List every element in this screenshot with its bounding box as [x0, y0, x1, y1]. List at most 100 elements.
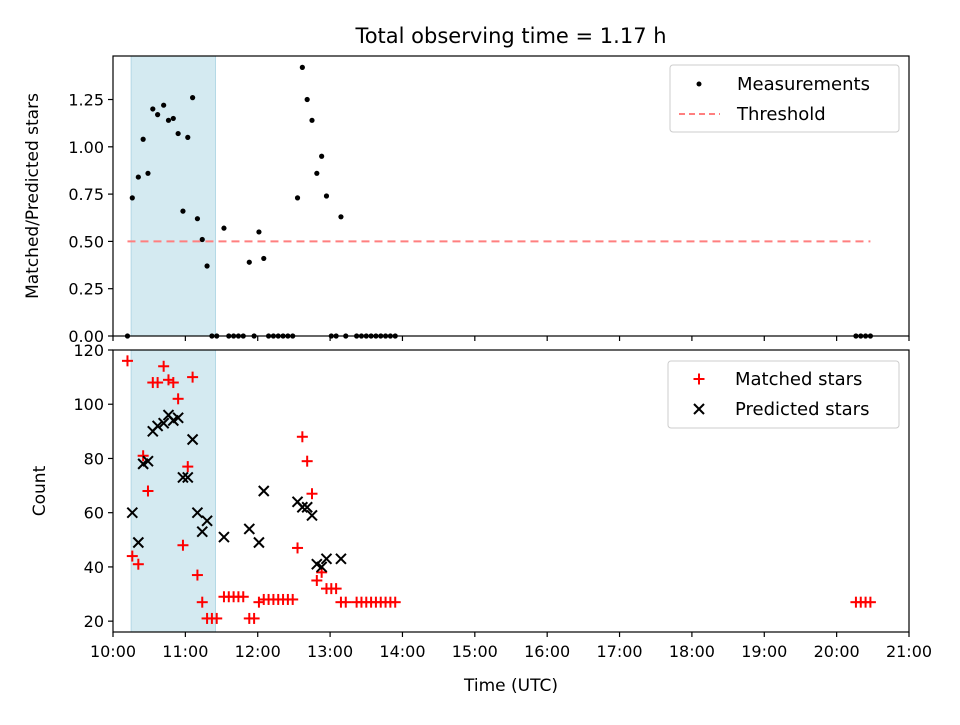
measurement-point: [175, 130, 181, 137]
chart-title: Total observing time = 1.17 h: [354, 24, 666, 48]
measurement-point: [135, 174, 141, 180]
matched-star-point: [330, 583, 342, 595]
matched-star-point: [389, 596, 401, 608]
y-tick-label: 60: [84, 504, 104, 523]
x-tick-label: 20:00: [814, 642, 860, 661]
predicted-star-point: [142, 455, 154, 467]
measurement-point: [246, 259, 252, 265]
measurement-point: [129, 195, 135, 201]
measurement-point: [304, 96, 310, 103]
measurement-point: [309, 117, 315, 123]
matched-star-point: [187, 371, 199, 383]
measurement-point: [256, 229, 262, 235]
matched-star-point: [132, 558, 144, 570]
matched-star-point: [158, 360, 170, 372]
predicted-star-point: [315, 561, 328, 573]
legend-label-matched-stars: Matched stars: [735, 369, 862, 390]
matched-star-point: [121, 355, 133, 367]
bottom-x-ticks: 10:00 11:00 12:00 13:00 14:00 15:00 16:00 17:00…: [90, 632, 932, 661]
legend-label-measurements: Measurements: [737, 74, 870, 95]
predicted-star-point: [186, 433, 199, 446]
bottom-legend: Matched stars Predicted stars: [667, 360, 900, 429]
matched-star-point: [196, 596, 208, 608]
x-tick-label: 18:00: [669, 642, 715, 661]
matched-star-point: [152, 377, 164, 389]
measurement-point: [170, 115, 176, 122]
predicted-star-point: [201, 515, 213, 527]
bottom-legend-box: [667, 360, 900, 429]
predicted-star-point: [132, 536, 145, 549]
measurement-point: [150, 106, 156, 112]
predicted-star-point: [196, 525, 208, 538]
matched-star-point: [237, 591, 249, 603]
matched-star-point: [142, 485, 154, 497]
top-panel: 0.00 0.25 0.50 0.75 1.00 1.25 Total observing…: [23, 24, 910, 346]
legend-marker-predicted-stars: [693, 403, 705, 415]
top-axes-frame: [112, 55, 910, 337]
y-tick-label: 1.00: [68, 138, 104, 157]
predicted-star-point: [126, 506, 139, 519]
measurement-point: [294, 195, 301, 201]
predicted-star-point: [320, 553, 333, 565]
predicted-star-point: [296, 501, 309, 513]
measurement-point: [180, 208, 186, 214]
predicted-star-point: [243, 523, 255, 535]
bottom-axes-frame: [112, 349, 910, 633]
top-legend: Measurements Threshold: [669, 64, 900, 133]
measurement-point: [319, 153, 325, 159]
y-tick-label: 0.75: [68, 185, 104, 204]
x-tick-label: 14:00: [379, 642, 425, 661]
measurement-point: [194, 216, 201, 222]
matched-star-point: [167, 377, 179, 389]
measurement-point: [190, 95, 196, 101]
predicted-star-point: [177, 471, 189, 484]
matched-star-point: [248, 612, 260, 624]
predicted-star-point: [335, 553, 347, 565]
predicted-star-point: [258, 485, 270, 497]
matched-star-point: [296, 431, 308, 443]
matched-star-point: [177, 539, 189, 551]
measurement-point: [323, 193, 330, 199]
matched-star-point: [340, 596, 352, 608]
matched-star-point: [301, 455, 313, 467]
matched-star-point: [191, 569, 203, 581]
measurement-point: [299, 64, 305, 70]
measurement-point: [140, 136, 146, 142]
measurement-point: [221, 225, 227, 231]
y-tick-label: 1.25: [68, 91, 104, 110]
top-y-ticks: 0.00 0.25 0.50 0.75 1.00 1.25: [68, 91, 113, 346]
matched-star-point: [137, 450, 149, 462]
bottom-y-ticks: 20 40 60 80 100 120: [73, 341, 113, 631]
legend-label-threshold: Threshold: [736, 104, 826, 125]
x-tick-label: 17:00: [596, 642, 642, 661]
top-y-axis-label: Matched/Predicted stars: [23, 93, 43, 299]
y-tick-label: 40: [84, 558, 104, 577]
matched-star-point: [292, 542, 304, 554]
x-tick-label: 19:00: [741, 642, 787, 661]
predicted-star-point: [301, 501, 313, 513]
bottom-y-axis-label: Count: [30, 465, 50, 516]
measurement-point: [155, 112, 161, 118]
legend-marker-measurements: [696, 81, 702, 87]
legend-label-predicted-stars: Predicted stars: [735, 399, 869, 420]
predicted-star-point: [157, 417, 170, 429]
legend-plus-glyph: [693, 373, 705, 385]
measurement-point: [145, 170, 151, 176]
bottom-plot-area: [121, 355, 876, 624]
legend-marker-matched-stars: [693, 373, 705, 385]
matched-star-point: [172, 393, 184, 405]
x-tick-label: 12:00: [235, 642, 281, 661]
predicted-star-point: [172, 412, 184, 424]
x-tick-label: 15:00: [452, 642, 498, 661]
predicted-star-point: [182, 471, 194, 484]
x-tick-label: 13:00: [307, 642, 353, 661]
legend-x-glyph: [693, 403, 705, 415]
measurement-point: [338, 214, 344, 220]
matched-star-point: [306, 488, 318, 500]
x-tick-label: 11:00: [162, 642, 208, 661]
predicted-star-point: [191, 506, 204, 519]
measurement-point: [199, 236, 205, 243]
y-tick-label: 0.50: [68, 232, 104, 251]
predicted-star-point: [218, 531, 230, 543]
